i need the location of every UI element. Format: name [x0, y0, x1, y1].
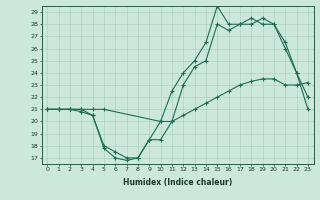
X-axis label: Humidex (Indice chaleur): Humidex (Indice chaleur) [123, 178, 232, 187]
